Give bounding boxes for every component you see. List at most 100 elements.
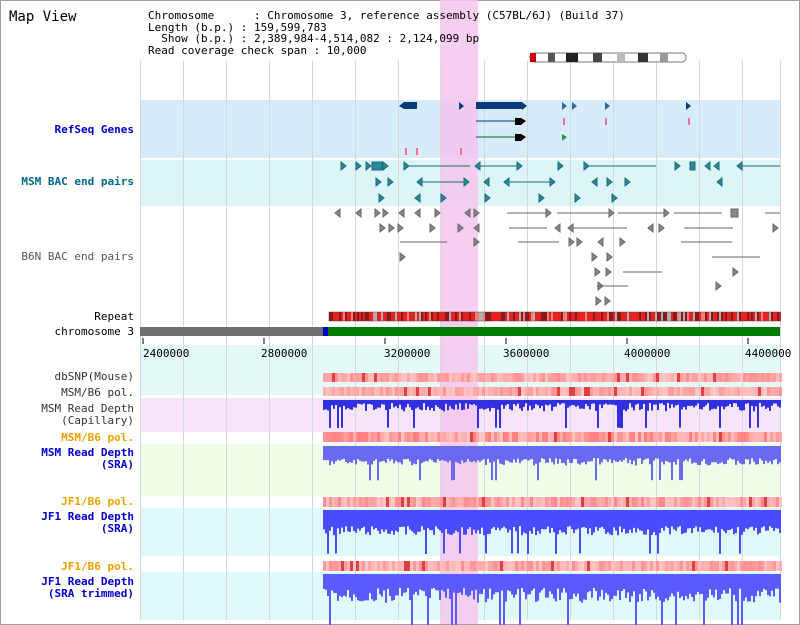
polymorphism-cell bbox=[386, 373, 389, 382]
depth-bar bbox=[597, 446, 599, 459]
polymorphism-cell bbox=[710, 387, 713, 396]
depth-bar bbox=[601, 446, 603, 463]
repeat-track[interactable] bbox=[329, 312, 781, 321]
chromosome-ideogram[interactable] bbox=[529, 52, 687, 63]
depth-bar bbox=[681, 446, 683, 481]
depth-bar bbox=[469, 510, 471, 528]
polymorphism-cell bbox=[665, 373, 668, 382]
repeat-segment bbox=[683, 312, 685, 321]
msm-b6-pol-heat-track-2[interactable] bbox=[323, 432, 782, 442]
depth-bar bbox=[627, 574, 629, 593]
repeat-segment bbox=[461, 312, 463, 321]
polymorphism-cell bbox=[707, 497, 710, 507]
depth-bar bbox=[743, 400, 745, 411]
msm-bac-pairs[interactable] bbox=[340, 160, 780, 204]
depth-bar bbox=[499, 400, 501, 428]
polymorphism-cell bbox=[719, 561, 722, 571]
grid-line bbox=[570, 60, 571, 620]
polymorphism-cell bbox=[377, 387, 380, 396]
repeat-segment bbox=[341, 312, 343, 321]
depth-bar bbox=[343, 400, 345, 406]
depth-bar bbox=[723, 446, 725, 465]
polymorphism-cell bbox=[344, 387, 347, 396]
depth-bar bbox=[401, 574, 403, 597]
chromosome-bar-marker[interactable] bbox=[323, 327, 328, 336]
track-label-dbsnp[interactable]: dbSNP(Mouse) bbox=[54, 370, 134, 383]
dbsnp-heat-track[interactable] bbox=[323, 373, 782, 382]
polymorphism-cell bbox=[503, 497, 506, 507]
msm-read-depth-sra[interactable] bbox=[323, 446, 781, 481]
polymorphism-cell bbox=[353, 373, 356, 382]
b6n-bac-pairs[interactable] bbox=[334, 207, 780, 307]
chromosome-bar-gap[interactable] bbox=[140, 327, 323, 336]
depth-bar bbox=[639, 400, 641, 410]
depth-bar bbox=[731, 446, 733, 460]
track-label-jf1-depth-trim[interactable]: JF1 Read Depth (SRA trimmed) bbox=[41, 576, 134, 600]
polymorphism-cell bbox=[524, 432, 527, 442]
polymorphism-cell bbox=[557, 432, 560, 442]
repeat-segment bbox=[555, 312, 557, 321]
jf1-read-depth-trimmed[interactable] bbox=[323, 574, 781, 625]
track-label-repeat[interactable]: Repeat bbox=[94, 310, 134, 323]
track-label-jf1-b6-pol-2[interactable]: JF1/B6 pol. bbox=[61, 560, 134, 573]
refseq-genes[interactable] bbox=[399, 102, 691, 155]
polymorphism-cell bbox=[647, 373, 650, 382]
polymorphism-cell bbox=[632, 497, 635, 507]
repeat-segment bbox=[571, 312, 573, 321]
label-line: JF1 Read Depth bbox=[41, 575, 134, 588]
polymorphism-cell bbox=[695, 497, 698, 507]
depth-bar bbox=[583, 400, 585, 409]
depth-bar bbox=[719, 446, 721, 464]
track-label-jf1-depth-sra[interactable]: JF1 Read Depth (SRA) bbox=[41, 511, 134, 535]
depth-bar bbox=[333, 574, 335, 593]
polymorphism-cell bbox=[467, 561, 470, 571]
polymorphism-cell bbox=[407, 387, 410, 396]
msm-read-depth-capillary[interactable] bbox=[323, 400, 781, 429]
chromosome-bar[interactable] bbox=[328, 327, 780, 336]
track-label-jf1-b6-pol-1[interactable]: JF1/B6 pol. bbox=[61, 495, 134, 508]
track-label-chromosome[interactable]: chromosome 3 bbox=[54, 325, 134, 338]
depth-bar bbox=[747, 510, 749, 530]
track-label-msm-bac[interactable]: MSM BAC end pairs bbox=[21, 175, 134, 188]
track-label-refseq[interactable]: RefSeq Genes bbox=[54, 123, 134, 136]
depth-bar bbox=[439, 574, 441, 601]
polymorphism-cell bbox=[392, 373, 395, 382]
polymorphism-cell bbox=[446, 497, 449, 507]
depth-bar bbox=[347, 446, 349, 464]
polymorphism-cell bbox=[770, 387, 773, 396]
depth-bar bbox=[543, 400, 545, 412]
jf1-b6-pol-heat-track-2[interactable] bbox=[323, 561, 782, 571]
polymorphism-cell bbox=[704, 432, 707, 442]
polymorphism-cell bbox=[539, 387, 542, 396]
polymorphism-cell bbox=[374, 432, 377, 442]
msm-b6-pol-heat-track-1[interactable] bbox=[323, 387, 782, 396]
depth-bar bbox=[525, 574, 527, 600]
jf1-read-depth-sra[interactable] bbox=[323, 510, 781, 554]
polymorphism-cell bbox=[587, 497, 590, 507]
repeat-segment bbox=[363, 312, 365, 321]
depth-bar bbox=[375, 510, 377, 529]
polymorphism-cell bbox=[773, 432, 776, 442]
jf1-b6-pol-heat-track-1[interactable] bbox=[323, 497, 782, 507]
depth-bar bbox=[419, 400, 421, 410]
depth-bar bbox=[383, 400, 385, 405]
track-label-msm-depth-cap[interactable]: MSM Read Depth (Capillary) bbox=[41, 403, 134, 427]
polymorphism-cell bbox=[596, 373, 599, 382]
depth-bar bbox=[585, 400, 587, 405]
depth-bar bbox=[647, 574, 649, 601]
polymorphism-cell bbox=[380, 497, 383, 507]
track-label-msm-b6-pol-2[interactable]: MSM/B6 pol. bbox=[61, 431, 134, 444]
track-label-msm-b6-pol-1[interactable]: MSM/B6 pol. bbox=[61, 386, 134, 399]
polymorphism-cell bbox=[779, 497, 782, 507]
polymorphism-cell bbox=[707, 387, 710, 396]
polymorphism-cell bbox=[401, 432, 404, 442]
track-label-msm-depth-sra[interactable]: MSM Read Depth (SRA) bbox=[41, 447, 134, 471]
depth-bar bbox=[775, 446, 777, 459]
depth-bar bbox=[383, 574, 385, 591]
track-label-b6n-bac[interactable]: B6N BAC end pairs bbox=[21, 250, 134, 263]
depth-bar bbox=[463, 400, 465, 410]
polymorphism-cell bbox=[587, 387, 590, 396]
polymorphism-cell bbox=[434, 561, 437, 571]
repeat-segment bbox=[727, 312, 729, 321]
repeat-segment bbox=[423, 312, 425, 321]
